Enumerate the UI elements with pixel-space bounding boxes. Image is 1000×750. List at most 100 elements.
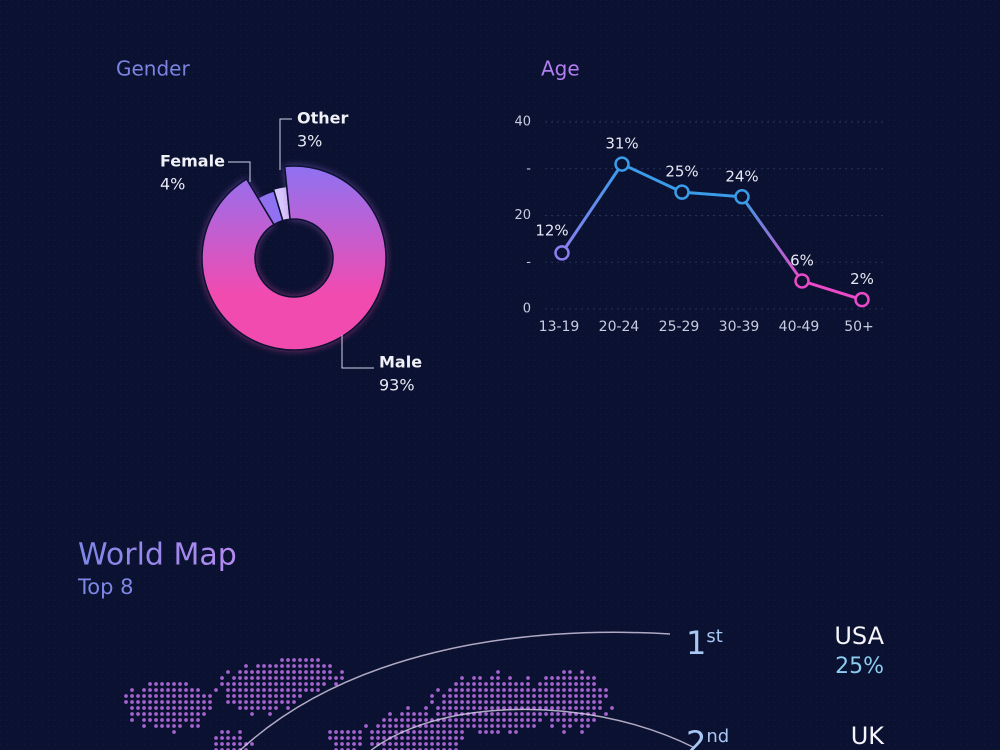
map-dot [544,712,548,716]
map-dot [166,724,170,728]
map-dot [274,706,278,710]
map-dot [274,676,278,680]
y-tick-label: 0 [523,302,531,317]
x-tick-label: 13-19 [539,319,580,335]
map-dot [478,676,482,680]
map-dot [262,706,266,710]
map-dot [454,682,458,686]
map-dot [478,706,482,710]
map-dot [208,694,212,698]
map-dot [268,676,272,680]
map-dot [142,706,146,710]
map-dot [526,700,530,704]
map-dot [166,694,170,698]
map-dot [226,682,230,686]
map-dot [184,688,188,692]
map-dot [160,718,164,722]
map-dot [454,718,458,722]
map-dot [592,688,596,692]
map-dot [556,682,560,686]
map-dot [238,742,242,746]
map-dot [226,670,230,674]
map-dot [568,694,572,698]
map-dot [382,724,386,728]
map-dot [238,736,242,740]
map-dot [520,682,524,686]
map-dot [436,712,440,716]
map-dot [448,718,452,722]
map-dot [490,676,494,680]
map-dot [268,670,272,674]
category-label: Other [297,109,348,128]
map-dot [406,712,410,716]
map-dot [556,706,560,710]
map-dot [496,718,500,722]
map-dot [238,676,242,680]
map-dot [418,742,422,746]
map-dot [292,688,296,692]
map-dot [460,676,464,680]
map-dot [316,682,320,686]
map-dot [250,670,254,674]
map-dot [394,736,398,740]
map-dot [172,700,176,704]
map-dot [376,730,380,734]
map-dot [388,718,392,722]
map-dot [448,742,452,746]
map-dot [418,718,422,722]
map-dot [268,688,272,692]
share: 25% [835,654,884,679]
map-dot [196,712,200,716]
map-dot [184,706,188,710]
map-dot [424,706,428,710]
map-dot [292,676,296,680]
map-dot [568,712,572,716]
map-dot [478,730,482,734]
map-dot [442,736,446,740]
value-label: 6% [790,251,814,269]
map-dot [328,664,332,668]
map-dot [460,682,464,686]
map-dot [316,664,320,668]
map-dot [226,688,230,692]
map-dot [166,706,170,710]
map-dot [154,712,158,716]
map-dot [496,670,500,674]
map-dot [136,700,140,704]
map-dot [388,712,392,716]
map-dot [442,706,446,710]
map-dot [598,694,602,698]
map-dot [328,736,332,740]
rank-number: 2 [686,724,706,750]
map-dot [268,694,272,698]
map-dot [370,736,374,740]
map-dot [328,670,332,674]
map-dot [448,724,452,728]
map-dot [442,700,446,704]
map-dot [490,700,494,704]
map-dot [262,682,266,686]
map-dot [574,694,578,698]
map-dot [508,724,512,728]
map-dot [520,724,524,728]
map-dot [154,718,158,722]
map-dot [154,694,158,698]
map-dot [244,706,248,710]
map-dot [226,694,230,698]
map-dot [580,670,584,674]
map-dot [154,700,158,704]
map-dot [220,742,224,746]
map-dot [226,742,230,746]
x-tick-label: 25-29 [659,319,700,335]
map-dot [148,682,152,686]
map-dot [430,700,434,704]
map-dot [196,724,200,728]
map-dot [466,706,470,710]
map-dot [514,700,518,704]
map-dot [502,718,506,722]
map-dot [142,688,146,692]
map-dot [472,676,476,680]
map-dot [460,706,464,710]
map-dot [232,688,236,692]
map-dot [304,670,308,674]
